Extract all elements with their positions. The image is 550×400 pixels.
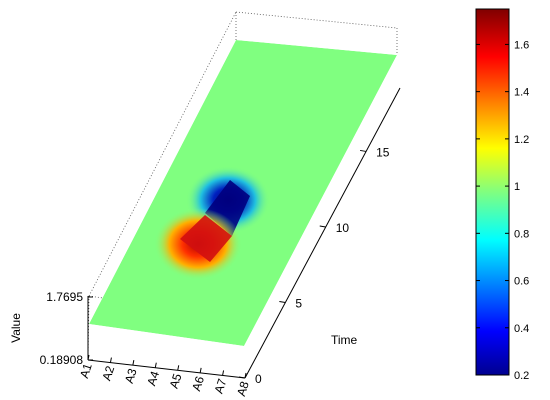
x-tick-label: A8 xyxy=(234,379,252,398)
x-tick-mark xyxy=(87,354,90,361)
box-edge xyxy=(235,11,398,29)
x-tick-label: A6 xyxy=(189,374,207,393)
y-tick-mark xyxy=(238,376,246,379)
x-tick-label: A2 xyxy=(99,364,117,383)
x-tick-mark xyxy=(199,367,202,373)
z-tick-label: 0.18908 xyxy=(40,353,84,367)
x-tick-mark xyxy=(244,372,247,379)
y-tick-label: 15 xyxy=(376,145,390,159)
x-tick-label: A1 xyxy=(77,361,95,380)
axis-lines xyxy=(87,87,401,379)
colorbar-tick-label: 0.4 xyxy=(514,323,529,335)
x-tick-mark xyxy=(222,370,225,376)
colorbar-tick-label: 0.2 xyxy=(514,370,529,382)
surface xyxy=(89,40,397,346)
y-axis-label: Time xyxy=(331,333,358,347)
z-tick-label: 1.7695 xyxy=(46,290,83,304)
x-tick-label: A3 xyxy=(122,366,140,385)
colorbar: 0.2 0.4 0.6 0.8 1 1.2 1.4 1.6 xyxy=(475,8,529,382)
y-tick-mark xyxy=(360,149,367,152)
x-tick-label: A4 xyxy=(144,369,162,388)
x-tick-label: A5 xyxy=(167,372,185,391)
colorbar-tick-label: 0.8 xyxy=(514,228,529,240)
x-tick-mark xyxy=(109,357,112,363)
y-tick-label: 5 xyxy=(295,296,302,310)
colorbar-ticks: 0.2 0.4 0.6 0.8 1 1.2 1.4 1.6 xyxy=(476,39,529,382)
z-axis-label: Value xyxy=(9,313,23,343)
x-tick-mark xyxy=(177,365,180,371)
colorbar-gradient xyxy=(475,8,510,376)
y-tick-mark xyxy=(279,300,286,303)
y-axis-line xyxy=(244,87,401,379)
x-tick-mark xyxy=(132,360,135,366)
colorbar-tick-label: 0.6 xyxy=(514,276,529,288)
y-tick-mark xyxy=(319,225,326,228)
peak-core xyxy=(180,215,232,262)
y-tick-label: 10 xyxy=(336,221,350,235)
y-tick-label: 0 xyxy=(255,372,262,386)
colorbar-tick-label: 1 xyxy=(514,181,520,193)
box-edge xyxy=(88,11,237,297)
y-axis-ticks: 0 5 10 15 xyxy=(238,145,390,386)
z-axis-ticks: 0.18908 1.7695 xyxy=(40,290,93,367)
colorbar-tick-label: 1.2 xyxy=(514,134,529,146)
colorbar-tick-label: 1.6 xyxy=(514,39,529,51)
colorbar-tick-label: 1.4 xyxy=(514,87,529,99)
x-tick-label: A7 xyxy=(212,377,230,396)
x-tick-mark xyxy=(154,362,157,368)
x-axis-ticks: A1 A2 A3 A4 A5 A6 A7 A8 xyxy=(77,354,252,398)
x-axis-line xyxy=(87,359,246,379)
